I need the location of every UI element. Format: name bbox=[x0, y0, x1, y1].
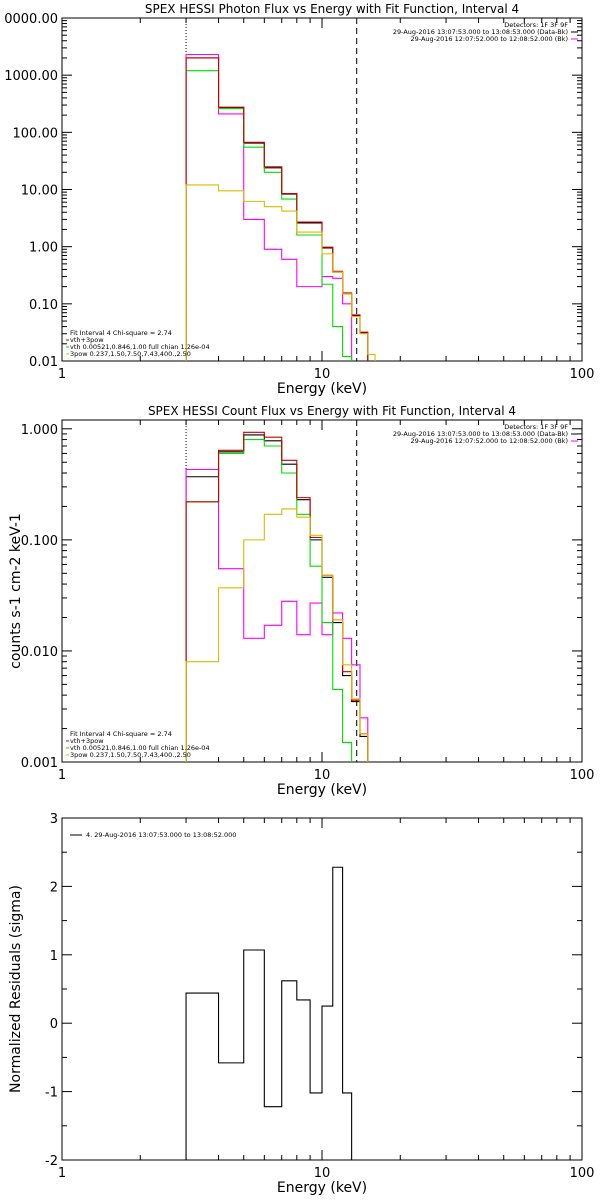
x-tick-label: 1 bbox=[58, 768, 66, 783]
chart-panel-2: SPEX HESSI Count Flux vs Energy with Fit… bbox=[8, 404, 594, 798]
series-line-2 bbox=[185, 53, 353, 361]
y-tick-label: 0.01 bbox=[29, 355, 58, 370]
x-tick-label: 1 bbox=[58, 367, 66, 382]
x-axis-label: Energy (keV) bbox=[277, 782, 367, 798]
legend-entry: 4. 29-Aug-2016 13:07:53.000 to 13:08:52.… bbox=[86, 831, 236, 839]
x-tick-label: 10 bbox=[314, 1166, 331, 1181]
chart-panel-3: 1 10 100 Energy (keV) -2 -1 0 1 2 3 Normalized Res… bbox=[8, 812, 594, 1196]
legend-entry: vth 0.00521,0.846,1.00 full chian 1.26e-… bbox=[70, 343, 210, 351]
chart-panel-1: SPEX HESSI Photon Flux vs Energy with Fi… bbox=[4, 2, 594, 397]
legend-entry: vth+3pow bbox=[70, 737, 104, 745]
y-tick-label: 0.001 bbox=[21, 756, 58, 771]
legend-entry: 29-Aug-2016 13:07:53.000 to 13:08:53.000… bbox=[393, 28, 568, 36]
chart-title: SPEX HESSI Count Flux vs Energy with Fit… bbox=[148, 404, 516, 418]
y-tick-label: 10.00 bbox=[21, 184, 58, 199]
x-tick-label: 100 bbox=[570, 768, 595, 783]
series-line-1 bbox=[185, 57, 369, 361]
series-line-1 bbox=[185, 866, 353, 1160]
legend-entry: vth+3pow bbox=[70, 336, 104, 344]
y-axis-label: counts s-1 cm-2 keV-1 bbox=[8, 513, 24, 669]
legend-entry: 3pow 0.237,1.50,7.50,7.43,400.,2.50 bbox=[70, 751, 191, 759]
y-tick-label: -2 bbox=[45, 1154, 58, 1169]
legend-entry: 29-Aug-2016 13:07:53.000 to 13:08:53.000… bbox=[393, 430, 568, 438]
x-tick-label: 10 bbox=[314, 768, 331, 783]
legend-entry: 29-Aug-2016 12:07:52.000 to 12:08:52.000… bbox=[411, 35, 568, 43]
y-tick-label: -1 bbox=[45, 1086, 58, 1101]
plot-frame bbox=[61, 17, 583, 362]
x-tick-label: 100 bbox=[570, 1166, 595, 1181]
legend-entry: Fit Interval 4 Chi-square = 2.74 bbox=[70, 329, 172, 337]
series-group bbox=[185, 866, 353, 1160]
y-tick-label: 0.100 bbox=[21, 534, 58, 549]
chart-title: SPEX HESSI Photon Flux vs Energy with Fi… bbox=[145, 2, 519, 16]
x-axis-label: Energy (keV) bbox=[277, 1180, 367, 1196]
y-tick-label: 0 bbox=[50, 1017, 58, 1032]
x-tick-label: 1 bbox=[58, 1166, 66, 1181]
y-tick-label: 100.00 bbox=[13, 126, 59, 141]
legend-entry: 3pow 0.237,1.50,7.50,7.43,400.,2.50 bbox=[70, 350, 191, 358]
series-line-4 bbox=[185, 431, 369, 762]
x-tick-label: 100 bbox=[570, 367, 595, 382]
plot-frame bbox=[61, 817, 583, 1161]
series-line-1 bbox=[185, 434, 369, 762]
series-line-5 bbox=[185, 184, 376, 361]
legend-entry: 29-Aug-2016 12:07:52.000 to 12:08:52.000… bbox=[411, 437, 568, 445]
y-tick-label: 0.010 bbox=[21, 645, 58, 660]
legend-entry: Detectors: 1F 3F 9F bbox=[504, 423, 568, 431]
y-tick-label: 2 bbox=[50, 880, 58, 895]
series-group bbox=[185, 431, 369, 762]
y-tick-label: 3 bbox=[50, 812, 58, 827]
series-line-4 bbox=[185, 57, 369, 361]
legend-entry: vth 0.00521,0.846,1.00 full chian 1.26e-… bbox=[70, 744, 210, 752]
legend-entry: Fit Interval 4 Chi-square = 2.74 bbox=[70, 730, 172, 738]
series-line-5 bbox=[185, 508, 369, 762]
y-tick-label: 1.00 bbox=[29, 241, 58, 256]
series-line-3 bbox=[185, 439, 353, 762]
y-tick-label: 0000.00 bbox=[4, 12, 58, 27]
series-line-3 bbox=[185, 70, 353, 361]
y-tick-label: 1 bbox=[50, 949, 58, 964]
y-tick-label: 1.000 bbox=[21, 423, 58, 438]
x-axis-label: Energy (keV) bbox=[277, 381, 367, 397]
legend-entry: Detectors: 1F 3F 9F bbox=[504, 21, 568, 29]
y-axis-label: Normalized Residuals (sigma) bbox=[8, 885, 24, 1093]
y-tick-label: 1000.00 bbox=[4, 69, 58, 84]
x-tick-label: 10 bbox=[314, 367, 331, 382]
y-tick-label: 0.10 bbox=[29, 298, 58, 313]
series-group bbox=[185, 53, 376, 361]
